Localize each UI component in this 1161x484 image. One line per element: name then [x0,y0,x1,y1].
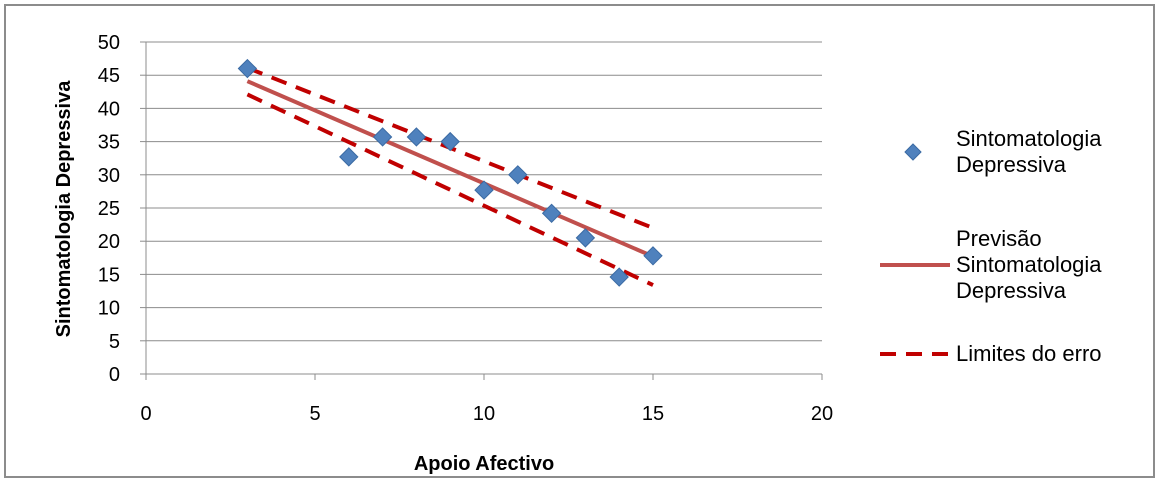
data-point [575,228,596,248]
y-tick-label: 35 [98,132,120,154]
prediction-line [246,79,654,259]
legend-label: Sintomatologia [956,126,1102,151]
x-tick-labels: 0 5 10 15 20 [140,403,833,425]
data-point [474,180,494,200]
x-tick-label: 20 [811,403,833,425]
data-point [372,127,393,147]
y-tick-label: 30 [98,165,120,187]
series-lines [246,66,654,287]
data-point [339,147,359,167]
y-tick-label: 15 [98,264,120,286]
y-tick-labels: 0 5 10 15 20 25 30 35 40 45 50 [98,32,120,386]
x-tick-label: 0 [140,403,151,425]
data-point [440,131,460,152]
data-point [237,58,258,79]
y-tick-label: 20 [98,231,120,253]
data-point [609,267,629,287]
data-point [508,165,528,185]
y-tick-label: 0 [109,364,120,386]
y-tick-label: 45 [98,65,120,87]
legend-label: Depressiva [956,152,1067,177]
axes [145,42,823,380]
data-point [541,203,562,224]
y-tick-label: 40 [98,98,120,120]
y-tick-label: 10 [98,298,120,320]
data-points [237,58,663,287]
y-tick-label: 25 [98,198,120,220]
y-axis-title: Sintomatologia Depressiva [53,80,75,338]
data-point [406,127,427,147]
x-tick-label: 10 [473,403,495,425]
data-point [643,246,663,266]
legend-label: Depressiva [956,278,1067,303]
legend: SintomatologiaDepressivaPrevisãoSintomat… [880,126,1102,366]
gridlines [140,41,822,375]
legend-marker-diamond [904,143,922,161]
y-tick-label: 5 [109,331,120,353]
legend-label: Previsão [956,226,1042,251]
x-tick-label: 15 [642,403,664,425]
x-axis-title: Apoio Afectivo [414,453,554,475]
legend-label: Limites do erro [956,341,1102,366]
y-tick-label: 50 [98,32,120,54]
x-tick-label: 5 [309,403,320,425]
legend-label: Sintomatologia [956,252,1102,277]
lower-error-limit-line [246,92,654,287]
